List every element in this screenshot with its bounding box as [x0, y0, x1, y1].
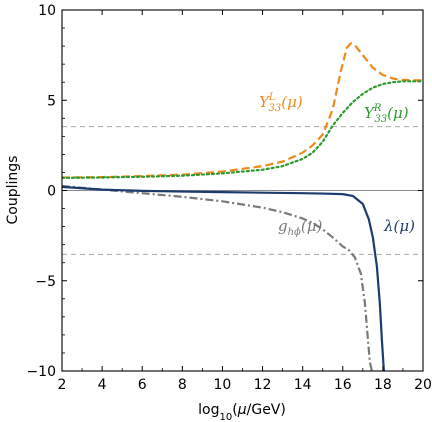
- series-line-2: [62, 184, 373, 371]
- x-axis-title: log10(μ/GeV): [198, 402, 286, 422]
- y-tick-label: 0: [47, 184, 56, 200]
- y-tick-label: −5: [35, 274, 56, 290]
- x-tick-label: 6: [138, 377, 147, 393]
- series-line-1: [62, 80, 423, 179]
- y-tick-label: 10: [38, 3, 56, 19]
- x-tick-label: 8: [178, 377, 187, 393]
- y-axis-title: Couplings: [5, 156, 21, 225]
- x-tick-label: 10: [214, 377, 232, 393]
- y-axis: −10 −5 0 5 10: [26, 3, 423, 380]
- y-tick-label: 5: [47, 93, 56, 109]
- x-tick-label: 14: [294, 377, 312, 393]
- series-line-0: [62, 42, 423, 179]
- series-label-0: YL 33(μ): [259, 92, 303, 114]
- series-label-1: YR 33(μ): [364, 103, 409, 125]
- series-layer: [62, 42, 423, 371]
- y-tick-label: −10: [26, 364, 56, 380]
- x-tick-label: 2: [58, 377, 67, 393]
- x-tick-label: 12: [254, 377, 272, 393]
- series-line-3: [62, 185, 385, 371]
- series-labels: YL 33(μ) YR 33(μ) ghϕ(μ) λ(μ): [259, 92, 415, 238]
- x-tick-label: 16: [334, 377, 352, 393]
- x-axis: 2 4 6 8 10 12 14 16 18 20: [58, 10, 432, 393]
- x-tick-label: 18: [374, 377, 392, 393]
- series-label-2: ghϕ(μ): [278, 217, 322, 238]
- series-label-3: λ(μ): [383, 217, 415, 235]
- x-tick-label: 20: [414, 377, 432, 393]
- x-tick-label: 4: [98, 377, 107, 393]
